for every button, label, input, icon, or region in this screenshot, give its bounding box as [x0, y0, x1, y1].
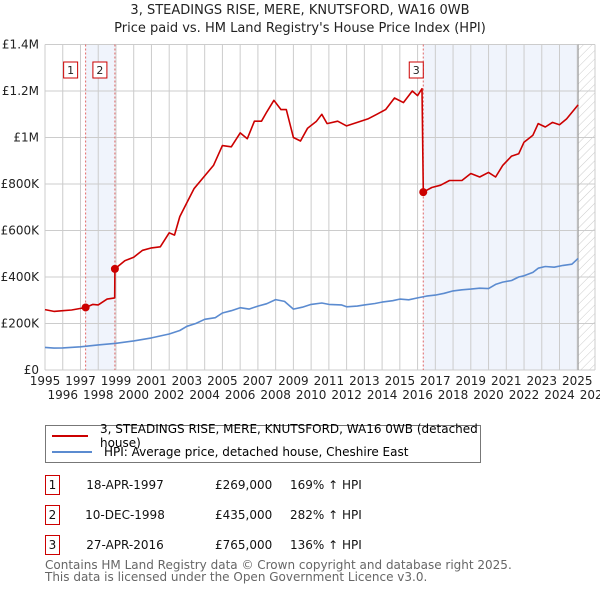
x-tick-label: 2010 [296, 388, 327, 402]
footer-licence: This data is licensed under the Open Gov… [45, 570, 428, 584]
footer: Contains HM Land Registry data © Crown c… [45, 559, 512, 583]
x-tick-label: 2005 [207, 374, 238, 388]
x-tick-label: 2013 [349, 374, 380, 388]
x-tick-label: 2016 [402, 388, 433, 402]
x-tick-label: 2018 [438, 388, 469, 402]
legend-item-property: 3, STEADINGS RISE, MERE, KNUTSFORD, WA16… [46, 422, 480, 450]
future-hatch [578, 44, 595, 370]
x-tick-label: 2000 [118, 388, 149, 402]
x-tick-label: 2024 [544, 388, 575, 402]
property-price-line [44, 87, 579, 313]
x-tick-label: 2012 [331, 388, 362, 402]
y-tick-label: £200K [1, 317, 41, 331]
transaction-marker: 3 [45, 535, 60, 555]
x-tick-label: 2025 [562, 374, 593, 388]
x-tick-label: 2023 [527, 374, 558, 388]
x-tick-label: 2020 [473, 388, 504, 402]
sale-point [419, 188, 428, 197]
x-tick-label: 2021 [491, 374, 522, 388]
sale-label: 1 [67, 64, 74, 77]
transaction-price: £765,000 [215, 538, 273, 552]
x-tick-label: 1996 [47, 388, 78, 402]
sale-label-box [92, 61, 108, 79]
ownership-band [85, 44, 115, 370]
transaction-marker: 2 [45, 505, 60, 525]
x-tick-label: 2015 [385, 374, 416, 388]
x-tick-label: 1999 [101, 374, 132, 388]
legend-swatch-blue [52, 451, 92, 453]
y-tick-label: £0 [24, 363, 39, 377]
x-tick-label: 1998 [83, 388, 114, 402]
transaction-row: 1 18-APR-1997 £269,000 169% ↑ HPI [45, 475, 545, 495]
x-tick-label: 2009 [278, 374, 309, 388]
x-tick-label: 2014 [367, 388, 398, 402]
y-tick-label: £600K [1, 224, 41, 238]
transaction-row: 2 10-DEC-1998 £435,000 282% ↑ HPI [45, 505, 545, 525]
y-tick-label: £1.2M [2, 84, 39, 98]
x-tick-label: 2026 [580, 388, 600, 402]
sale-label-box [408, 61, 424, 79]
transaction-date: 18-APR-1997 [86, 478, 164, 492]
sale-label-box [63, 61, 79, 79]
x-tick-label: 1995 [30, 374, 61, 388]
x-tick-label: 2007 [243, 374, 274, 388]
legend-label: 3, STEADINGS RISE, MERE, KNUTSFORD, WA16… [99, 422, 478, 450]
transaction-row: 3 27-APR-2016 £765,000 136% ↑ HPI [45, 535, 545, 555]
x-tick-label: 2002 [154, 388, 185, 402]
transaction-hpi: 282% ↑ HPI [290, 508, 362, 522]
chart-subtitle: Price paid vs. HM Land Registry's House … [114, 21, 486, 36]
y-tick-label: £400K [1, 270, 41, 284]
transaction-date: 27-APR-2016 [86, 538, 164, 552]
sale-label: 2 [96, 64, 103, 77]
hpi-line [44, 257, 579, 349]
transaction-hpi: 136% ↑ HPI [290, 538, 362, 552]
transaction-date: 10-DEC-1998 [85, 508, 165, 522]
legend: 3, STEADINGS RISE, MERE, KNUTSFORD, WA16… [45, 422, 481, 463]
transaction-price: £269,000 [215, 478, 273, 492]
y-tick-label: £1.4M [2, 38, 39, 52]
legend-swatch-red [52, 435, 88, 437]
x-tick-label: 2001 [136, 374, 167, 388]
sale-point [81, 303, 90, 312]
x-tick-label: 2003 [172, 374, 203, 388]
x-tick-label: 2017 [420, 374, 451, 388]
ownership-band [423, 44, 579, 370]
legend-label: HPI: Average price, detached house, Ches… [104, 445, 409, 459]
y-tick-label: £800K [1, 177, 41, 191]
transaction-price: £435,000 [215, 508, 273, 522]
transaction-hpi: 169% ↑ HPI [290, 478, 362, 492]
x-tick-label: 2006 [225, 388, 256, 402]
footer-copyright: Contains HM Land Registry data © Crown c… [45, 558, 512, 572]
transaction-marker: 1 [45, 475, 60, 495]
chart-title: 3, STEADINGS RISE, MERE, KNUTSFORD, WA16… [130, 3, 470, 18]
y-tick-label: £1M [13, 131, 39, 145]
price-chart: 1995199619971998199920002001200220032004… [1, 38, 600, 403]
x-tick-label: 1997 [65, 374, 96, 388]
x-tick-label: 2022 [509, 388, 540, 402]
x-tick-label: 2019 [456, 374, 487, 388]
x-tick-label: 2004 [189, 388, 220, 402]
x-tick-label: 2008 [260, 388, 291, 402]
legend-item-hpi: HPI: Average price, detached house, Ches… [46, 444, 408, 460]
sale-point [110, 264, 119, 273]
sale-label: 3 [413, 64, 420, 77]
x-tick-label: 2011 [314, 374, 345, 388]
